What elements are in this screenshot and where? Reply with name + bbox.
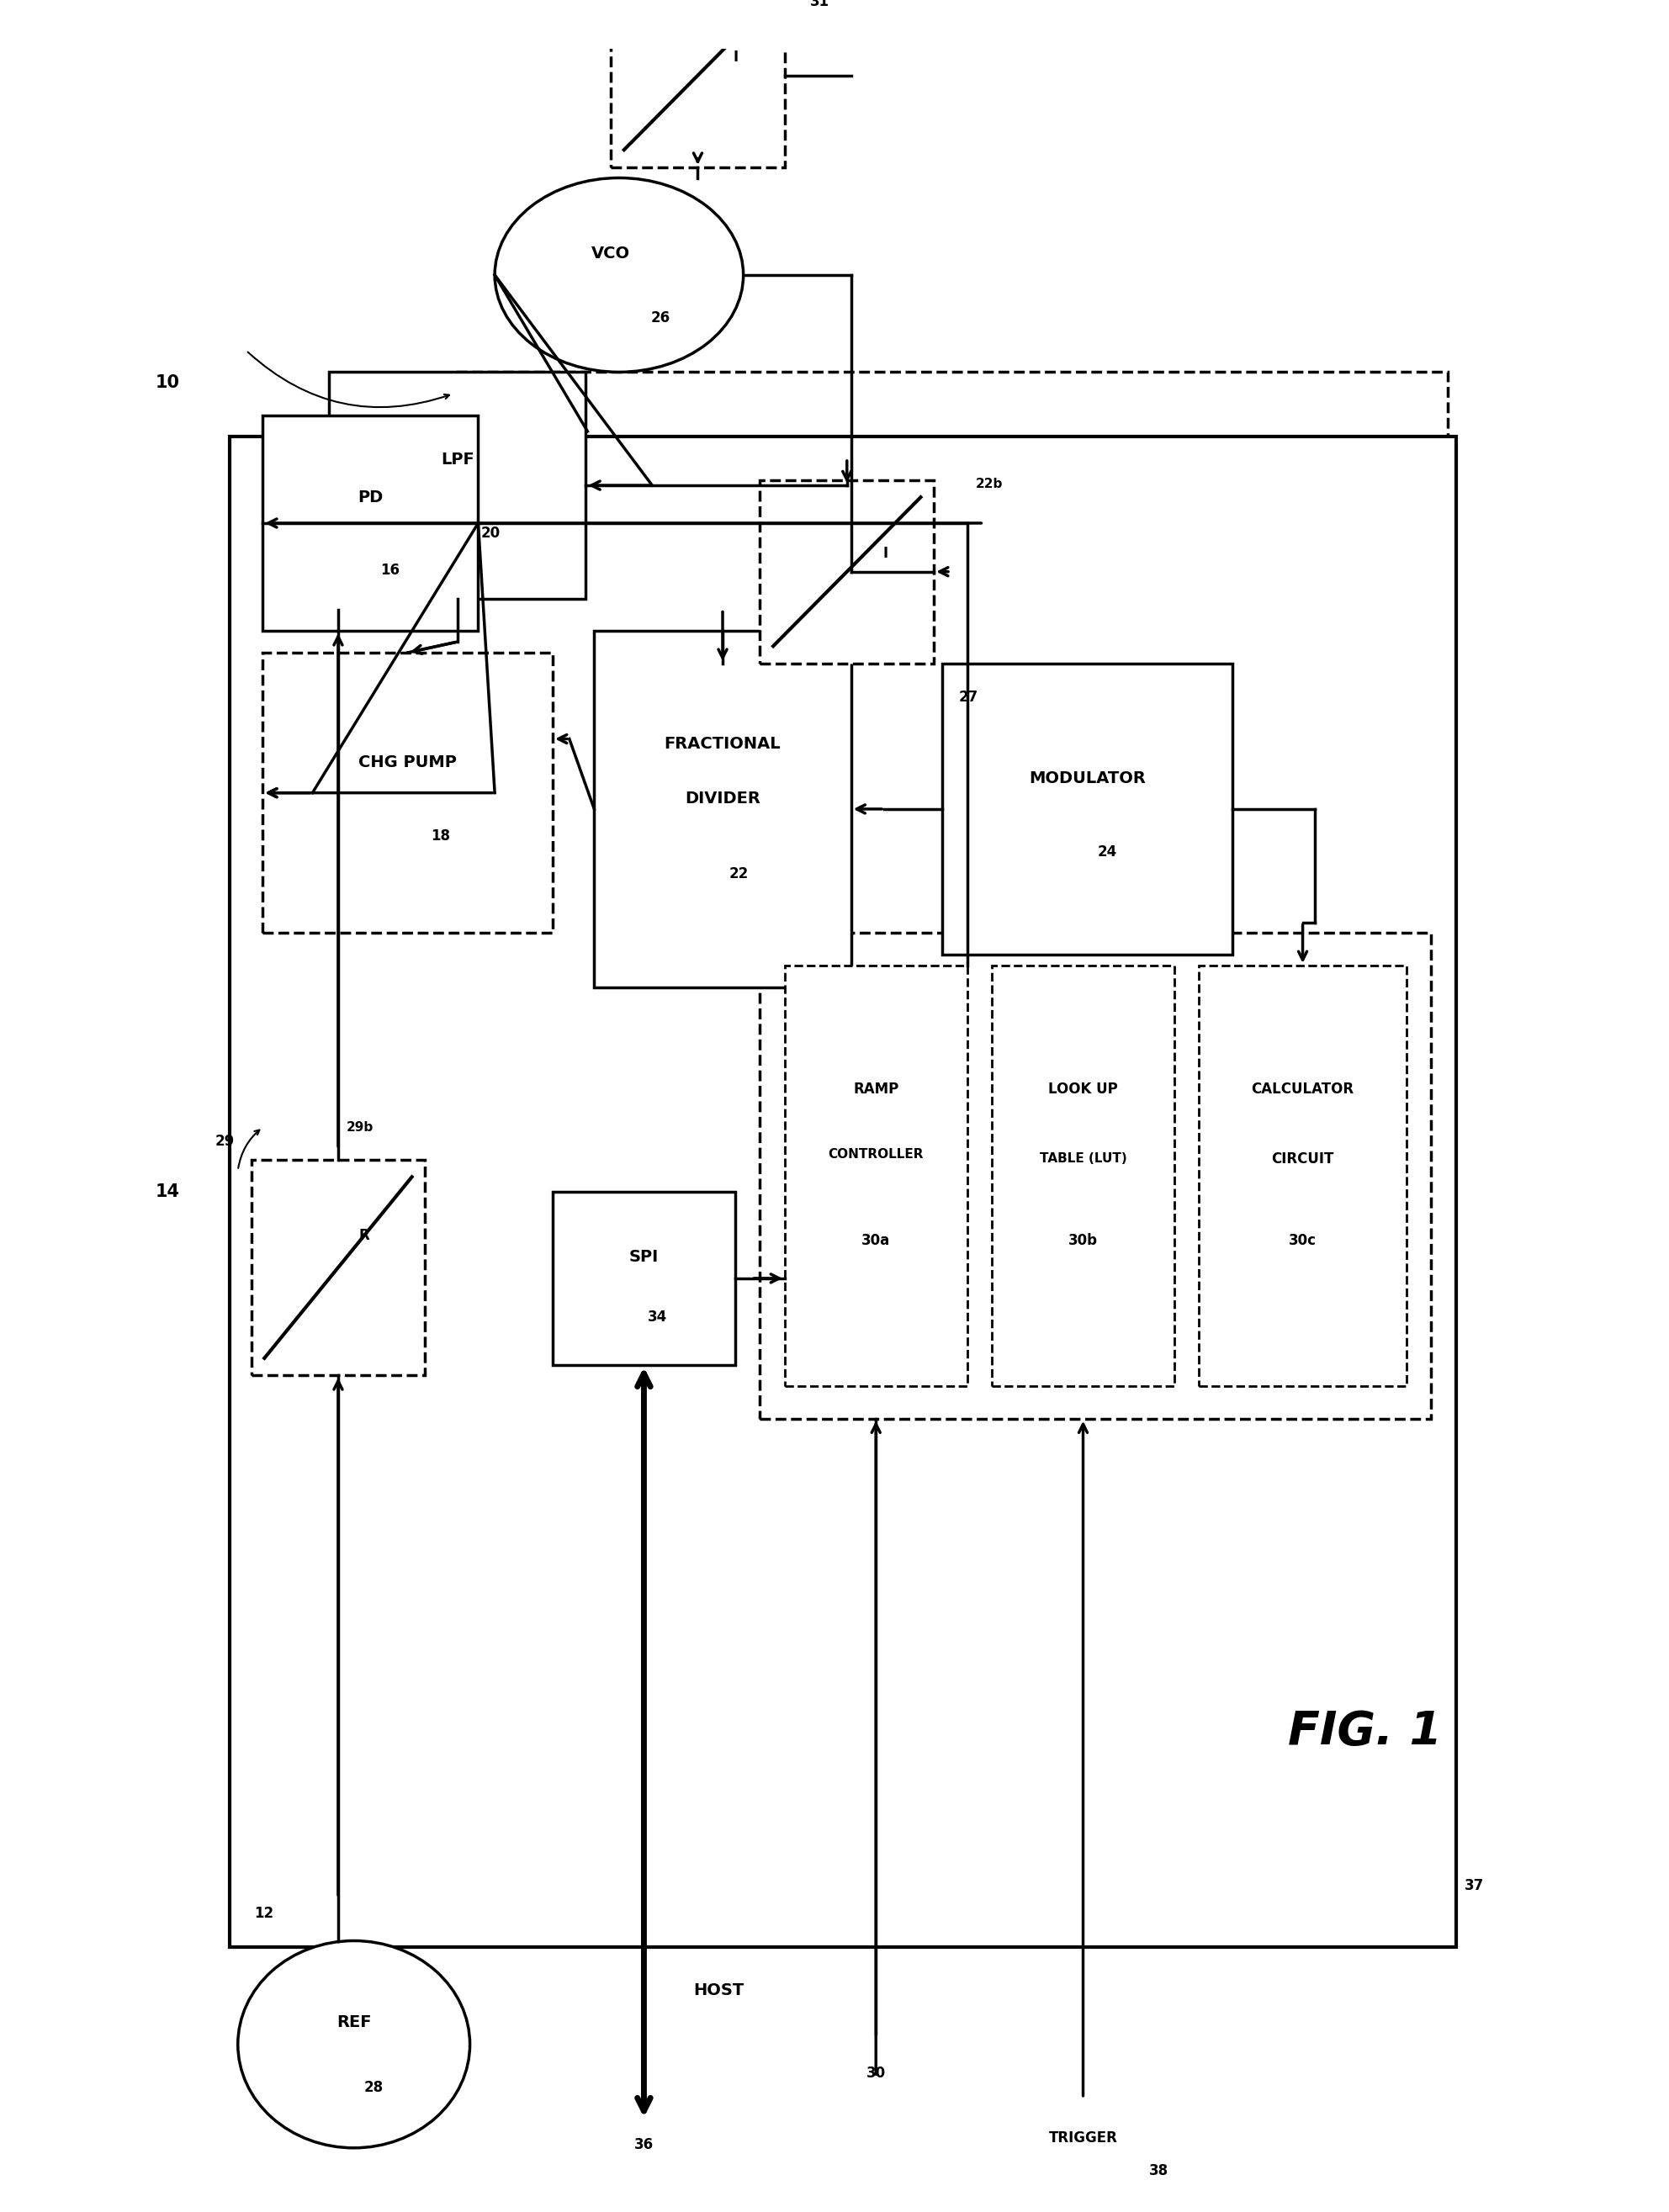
Text: 38: 38 — [1150, 2163, 1168, 2179]
Text: 30c: 30c — [1288, 1232, 1317, 1248]
Text: 36: 36 — [634, 2137, 654, 2152]
Text: LOOK UP: LOOK UP — [1048, 1082, 1118, 1097]
Text: CHG PUMP: CHG PUMP — [359, 754, 457, 770]
Text: 30: 30 — [866, 2066, 886, 2081]
Text: 37: 37 — [1464, 1878, 1484, 1893]
Text: HOST: HOST — [694, 1982, 744, 1997]
Text: I: I — [883, 546, 888, 562]
Text: RAMP: RAMP — [853, 1082, 898, 1097]
Text: VCO: VCO — [591, 246, 631, 261]
Text: CALCULATOR: CALCULATOR — [1252, 1082, 1354, 1097]
Bar — [230, 436, 1455, 1947]
Text: DIVIDER: DIVIDER — [684, 790, 761, 805]
Bar — [454, 372, 1447, 1927]
Text: 30b: 30b — [1068, 1232, 1098, 1248]
Text: CIRCUIT: CIRCUIT — [1272, 1150, 1334, 1166]
Text: I: I — [733, 49, 739, 64]
Text: MODULATOR: MODULATOR — [1028, 770, 1145, 787]
Text: LPF: LPF — [441, 451, 474, 467]
Text: REF: REF — [337, 2015, 371, 2031]
Text: CONTROLLER: CONTROLLER — [828, 1148, 923, 1161]
Bar — [1198, 964, 1407, 1387]
Text: 29b: 29b — [347, 1121, 374, 1133]
Text: 22: 22 — [729, 867, 749, 880]
Text: SPI: SPI — [629, 1250, 659, 1265]
Text: 30a: 30a — [861, 1232, 890, 1248]
Bar — [262, 416, 479, 630]
Text: 16: 16 — [381, 564, 401, 577]
Text: 18: 18 — [431, 830, 451, 843]
Text: 34: 34 — [648, 1310, 668, 1325]
Bar — [784, 964, 966, 1387]
Text: 27: 27 — [958, 690, 978, 703]
Text: 29: 29 — [215, 1135, 235, 1148]
Text: R: R — [359, 1228, 369, 1243]
Text: 14: 14 — [155, 1183, 180, 1201]
Bar — [759, 933, 1430, 1418]
Bar — [943, 664, 1232, 956]
Text: 10: 10 — [155, 374, 180, 392]
Text: TRIGGER: TRIGGER — [1048, 2130, 1118, 2146]
Bar — [594, 630, 851, 987]
Text: 12: 12 — [254, 1907, 274, 1922]
Text: TABLE (LUT): TABLE (LUT) — [1040, 1152, 1127, 1166]
Bar — [250, 1159, 426, 1376]
Ellipse shape — [494, 177, 743, 372]
Bar — [329, 372, 586, 599]
Text: 24: 24 — [1097, 845, 1117, 860]
Text: PD: PD — [357, 489, 384, 504]
Text: 28: 28 — [364, 2079, 384, 2095]
Text: 22b: 22b — [975, 478, 1003, 491]
Bar — [759, 480, 935, 664]
Text: FIG. 1: FIG. 1 — [1288, 1708, 1442, 1754]
Text: 20: 20 — [481, 524, 501, 540]
Ellipse shape — [239, 1940, 471, 2148]
Bar — [552, 1192, 734, 1365]
Bar — [262, 653, 552, 933]
Bar — [991, 964, 1175, 1387]
Text: 26: 26 — [651, 310, 671, 325]
Text: 31: 31 — [809, 0, 829, 9]
Bar — [611, 0, 784, 168]
Text: FRACTIONAL: FRACTIONAL — [664, 737, 781, 752]
